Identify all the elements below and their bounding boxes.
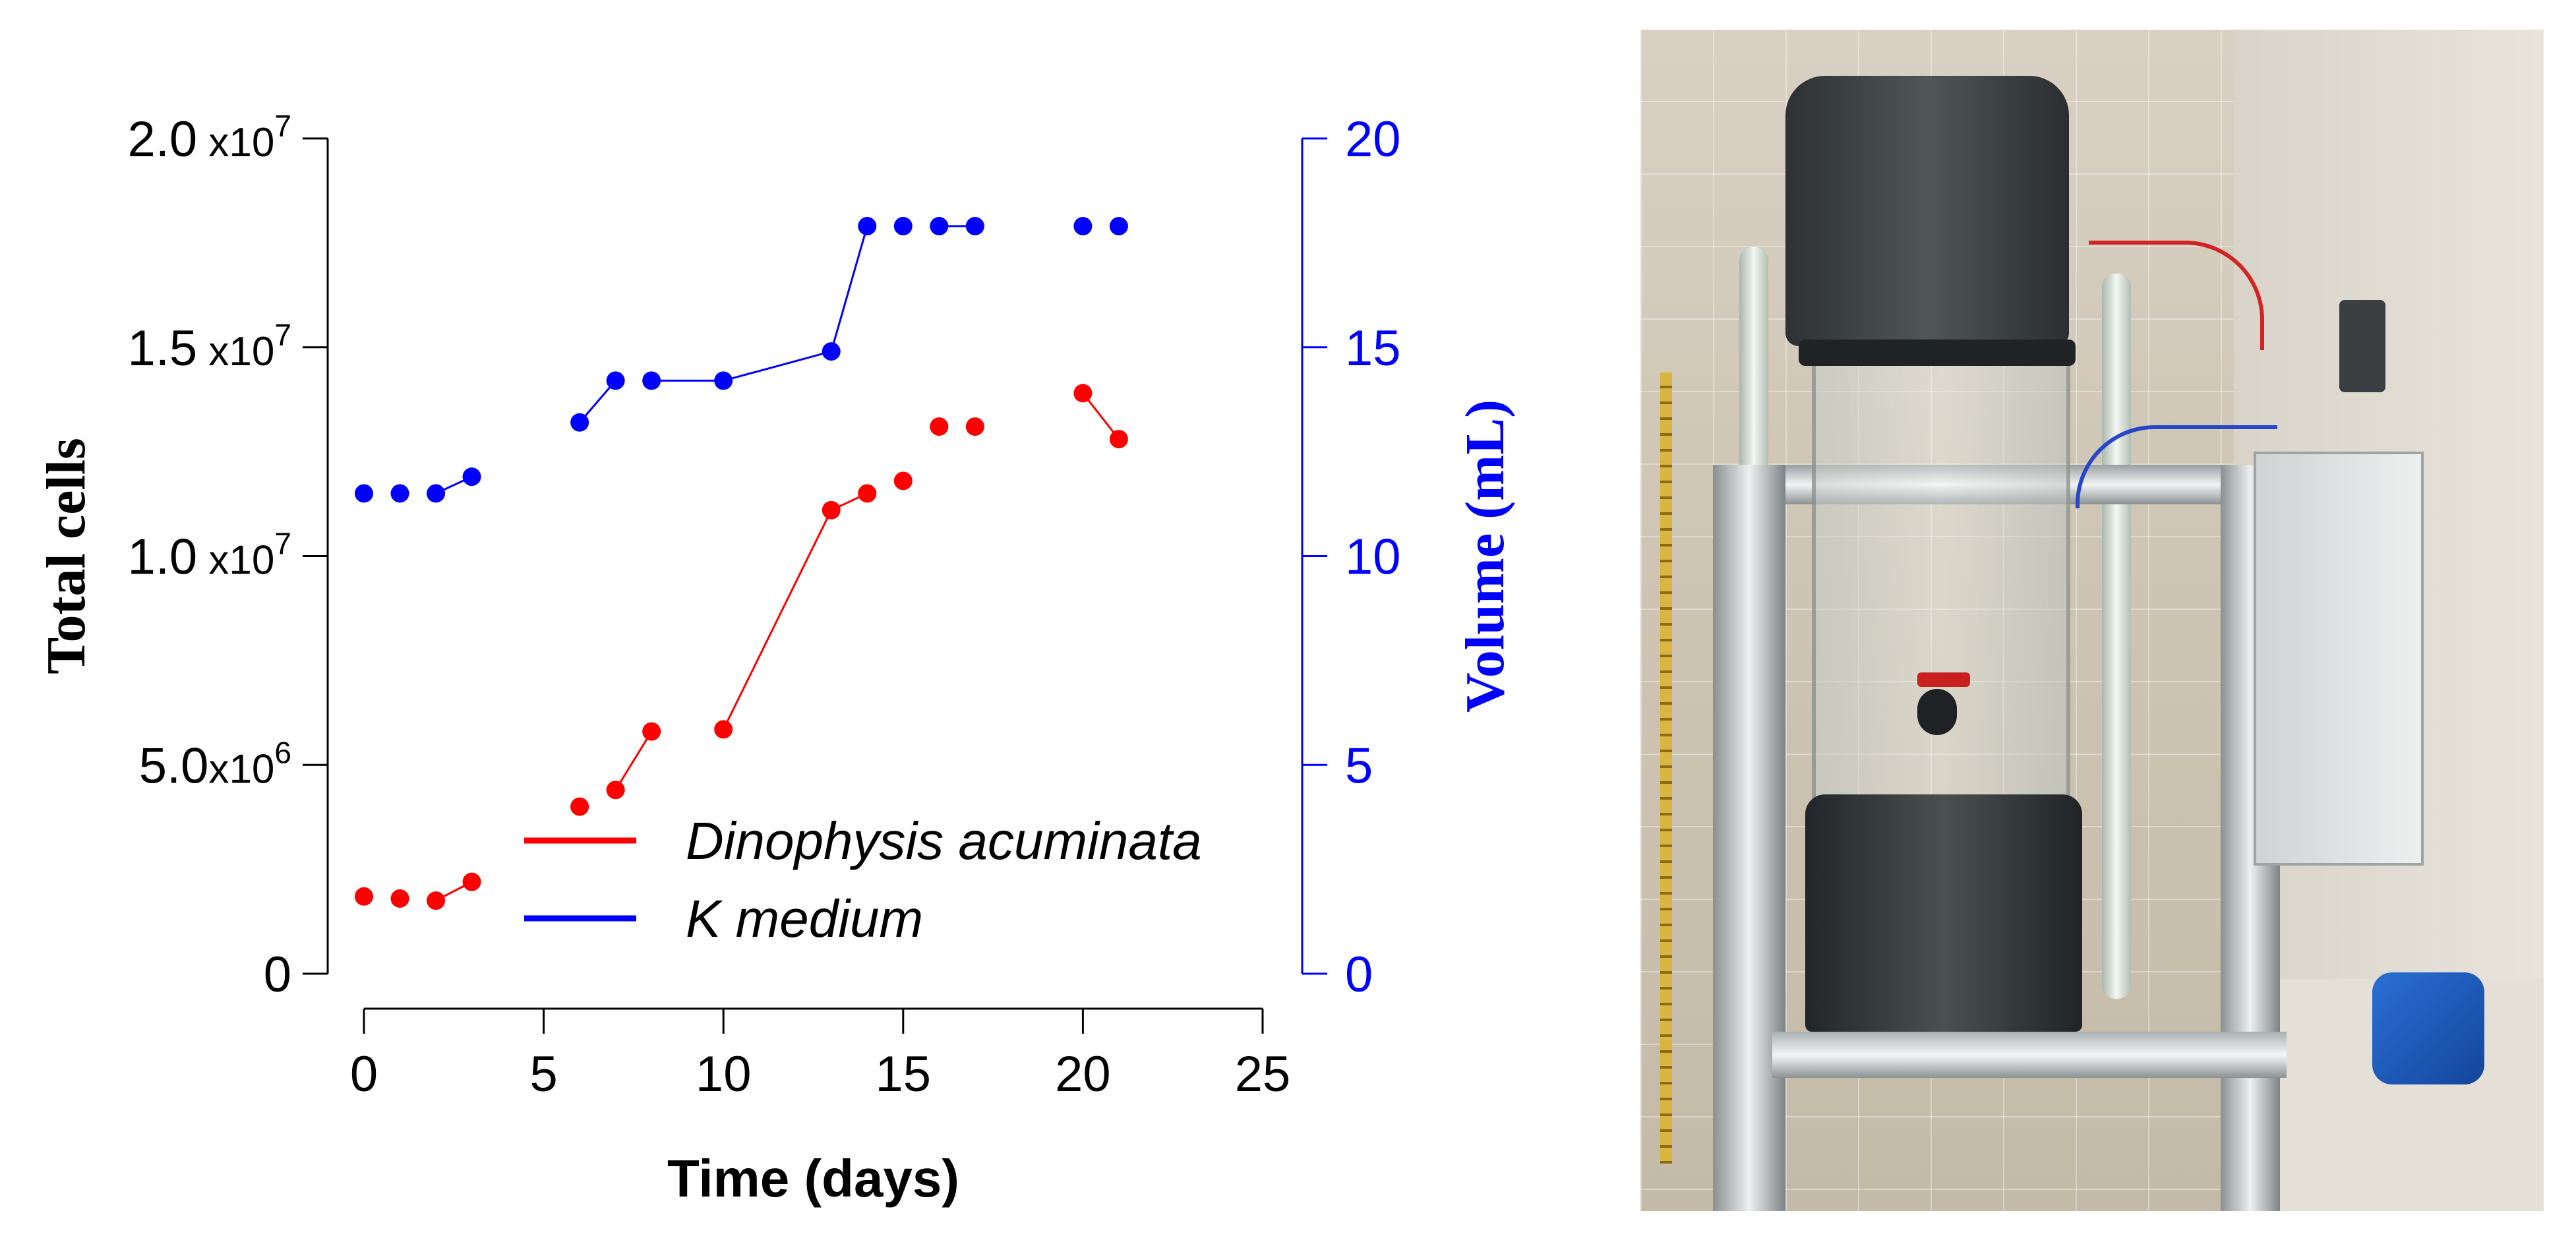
k-medium-point: [390, 484, 409, 503]
dinophysis-point: [606, 781, 625, 800]
dinophysis-point: [390, 889, 409, 908]
left-y-tick-label: 1.0 x107: [128, 527, 291, 585]
k-medium-point: [858, 217, 877, 236]
k-medium-point: [893, 217, 913, 236]
vessel-base: [1805, 794, 2082, 1032]
k-medium-point: [714, 371, 733, 390]
air-pump: [2372, 972, 2484, 1084]
cylinder-ring: [1799, 340, 2076, 366]
x-tick-label: 0: [350, 1046, 378, 1102]
right-y-tick-label: 10: [1345, 529, 1401, 585]
k-medium-point: [822, 342, 841, 361]
dinophysis-point: [714, 720, 733, 739]
legend-label-k-medium: K medium: [686, 889, 923, 948]
culture-vessel-photo: [1640, 30, 2544, 1211]
k-medium-point: [355, 484, 373, 503]
k-medium-point: [570, 413, 589, 432]
x-tick-label: 15: [876, 1046, 932, 1102]
x-tick-label: 10: [696, 1046, 752, 1102]
left-y-axis-title: Total cells: [36, 438, 97, 674]
dinophysis-point: [858, 484, 877, 503]
dinophysis-line-segment: [614, 730, 653, 791]
right-y-tick-label: 0: [1345, 947, 1373, 1003]
left-y-tick-label: 2.0 x107: [128, 109, 291, 167]
k-medium-point: [930, 217, 949, 236]
valve-handle: [1917, 672, 1970, 687]
k-medium-line-segment: [830, 225, 868, 352]
k-medium-point: [427, 484, 446, 503]
x-tick-label: 25: [1235, 1046, 1291, 1102]
k-medium-line-segment: [723, 350, 832, 382]
left-y-tick-label: 5.0x106: [139, 735, 291, 794]
k-medium-point: [462, 467, 481, 487]
dinophysis-point: [822, 500, 841, 519]
legend-label-dinophysis: Dinophysis acuminata: [686, 812, 1202, 870]
x-tick-label: 5: [529, 1046, 557, 1102]
left-y-tick-label: 1.5 x107: [128, 318, 291, 376]
dinophysis-point: [642, 722, 661, 741]
dinophysis-line-segment: [722, 510, 833, 730]
x-axis-title: Time (days): [667, 1149, 959, 1208]
clear-cylinder: [1812, 346, 2070, 847]
dinophysis-point: [427, 891, 446, 910]
dinophysis-point: [570, 797, 589, 816]
valve-body: [1917, 689, 1957, 735]
k-medium-point: [1073, 217, 1093, 236]
control-box: [2254, 452, 2424, 866]
vessel-lid: [1785, 76, 2069, 346]
dinophysis-line-segment: [1082, 392, 1120, 440]
dinophysis-point: [355, 887, 373, 906]
legend: Dinophysis acuminata K medium: [524, 812, 1202, 948]
wall-sensor: [2339, 300, 2385, 392]
k-medium-point: [606, 371, 625, 390]
x-tick-label: 20: [1055, 1046, 1111, 1102]
metal-frame-left: [1713, 465, 1785, 1211]
k-medium-point: [1109, 217, 1128, 236]
dinophysis-point: [462, 872, 481, 891]
dinophysis-point: [930, 417, 949, 436]
dinophysis-point: [893, 471, 913, 490]
k-medium-point: [642, 371, 661, 390]
dinophysis-point: [1073, 384, 1093, 403]
k-medium-point: [965, 217, 984, 236]
right-y-tick-label: 20: [1345, 111, 1401, 167]
axes: 0 5.0x106 1.0 x107 1.5 x107 2.0 x107 0 5 10 15 20…: [36, 109, 1516, 1208]
right-y-tick-label: 15: [1345, 320, 1401, 376]
right-y-axis-title: Volume (mL): [1454, 400, 1516, 713]
right-y-tick-label: 5: [1345, 738, 1373, 794]
metal-frame-bottom: [1772, 1032, 2287, 1078]
dinophysis-point: [965, 417, 984, 436]
series-layer: [355, 217, 1128, 910]
right-light-bar: [2102, 274, 2131, 999]
dinophysis-point: [1109, 430, 1128, 449]
left-y-tick-label: 0: [264, 947, 291, 1003]
wall-ruler: [1660, 372, 1672, 1164]
